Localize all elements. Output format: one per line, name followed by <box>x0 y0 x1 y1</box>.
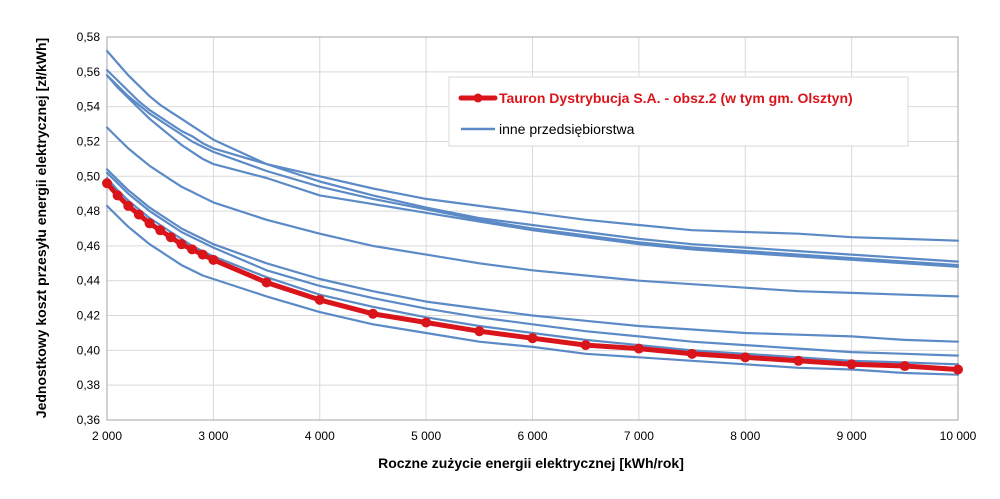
highlight-markers <box>102 178 963 375</box>
plot-area-border <box>106 36 959 421</box>
other-series-line <box>105 171 960 357</box>
other-series-line <box>105 74 960 268</box>
y-tick-label: 0,52 <box>77 134 101 148</box>
legend-others-label: inne przedsiębiorstwa <box>499 121 635 137</box>
highlight-data-point <box>133 209 144 220</box>
y-tick-label: 0,50 <box>77 169 101 183</box>
y-tick-label: 0,38 <box>77 378 101 392</box>
x-tick-label: 9 000 <box>837 429 867 443</box>
other-series-line <box>105 49 960 242</box>
other-series-line <box>105 204 960 376</box>
x-axis-title: Roczne zużycie energii elektrycznej [kWh… <box>378 455 684 471</box>
y-tick-label: 0,48 <box>77 204 101 218</box>
y-tick-label: 0,54 <box>77 100 101 114</box>
highlight-data-point <box>740 352 751 363</box>
legend-highlight-label: Tauron Dystrybucja S.A. - obsz.2 (w tym … <box>499 90 853 106</box>
x-tick-label: 2 000 <box>92 429 122 443</box>
y-tick-label: 0,44 <box>77 274 101 288</box>
y-axis-title: Jednostkowy koszt przesyłu energii elekt… <box>33 38 49 418</box>
legend: Tauron Dystrybucja S.A. - obsz.2 (w tym … <box>448 76 909 147</box>
axes <box>106 36 959 421</box>
other-series-line <box>105 74 960 267</box>
highlight-data-point <box>899 361 910 372</box>
y-tick-label: 0,36 <box>77 413 101 427</box>
highlight-data-point <box>580 340 591 351</box>
y-tick-label: 0,46 <box>77 239 101 253</box>
highlight-data-point <box>527 333 538 344</box>
highlight-data-point <box>208 254 219 265</box>
x-tick-label: 7 000 <box>624 429 654 443</box>
highlight-data-point <box>367 308 378 319</box>
x-tick-label: 8 000 <box>730 429 760 443</box>
x-tick-label: 3 000 <box>198 429 228 443</box>
highlight-data-point <box>633 343 644 354</box>
legend-box <box>448 76 909 147</box>
other-series-line <box>105 168 960 343</box>
highlight-data-point <box>187 244 198 255</box>
other-series-line <box>105 126 960 298</box>
other-series-line <box>105 68 960 263</box>
highlight-data-point <box>176 239 187 250</box>
highlight-data-point <box>144 218 155 229</box>
x-tick-label: 6 000 <box>517 429 547 443</box>
tick-labels: 0,36 0,38 0,40 0,42 0,44 0,46 0,48 0,50 0,52 0,54… <box>77 30 977 443</box>
x-tick-label: 5 000 <box>411 429 441 443</box>
highlight-data-point <box>421 317 432 328</box>
highlight-data-point <box>165 232 176 243</box>
legend-highlight-marker-swatch <box>473 93 483 103</box>
highlight-data-point <box>846 359 857 370</box>
y-tick-label: 0,58 <box>77 30 101 44</box>
highlight-data-point <box>314 294 325 305</box>
y-tick-label: 0,42 <box>77 309 101 323</box>
highlight-data-point <box>155 225 166 236</box>
highlight-data-point <box>102 178 112 189</box>
highlight-data-point <box>953 364 963 375</box>
x-tick-label: 10 000 <box>940 429 977 443</box>
highlight-data-point <box>112 190 123 201</box>
highlight-data-point <box>123 200 134 211</box>
y-tick-label: 0,40 <box>77 343 101 357</box>
highlight-data-point <box>197 249 208 260</box>
highlight-data-point <box>261 277 272 288</box>
highlight-data-point <box>793 355 804 366</box>
highlight-data-point <box>474 326 485 337</box>
y-tick-label: 0,56 <box>77 65 101 79</box>
highlight-data-point <box>687 348 698 359</box>
x-tick-label: 4 000 <box>305 429 335 443</box>
